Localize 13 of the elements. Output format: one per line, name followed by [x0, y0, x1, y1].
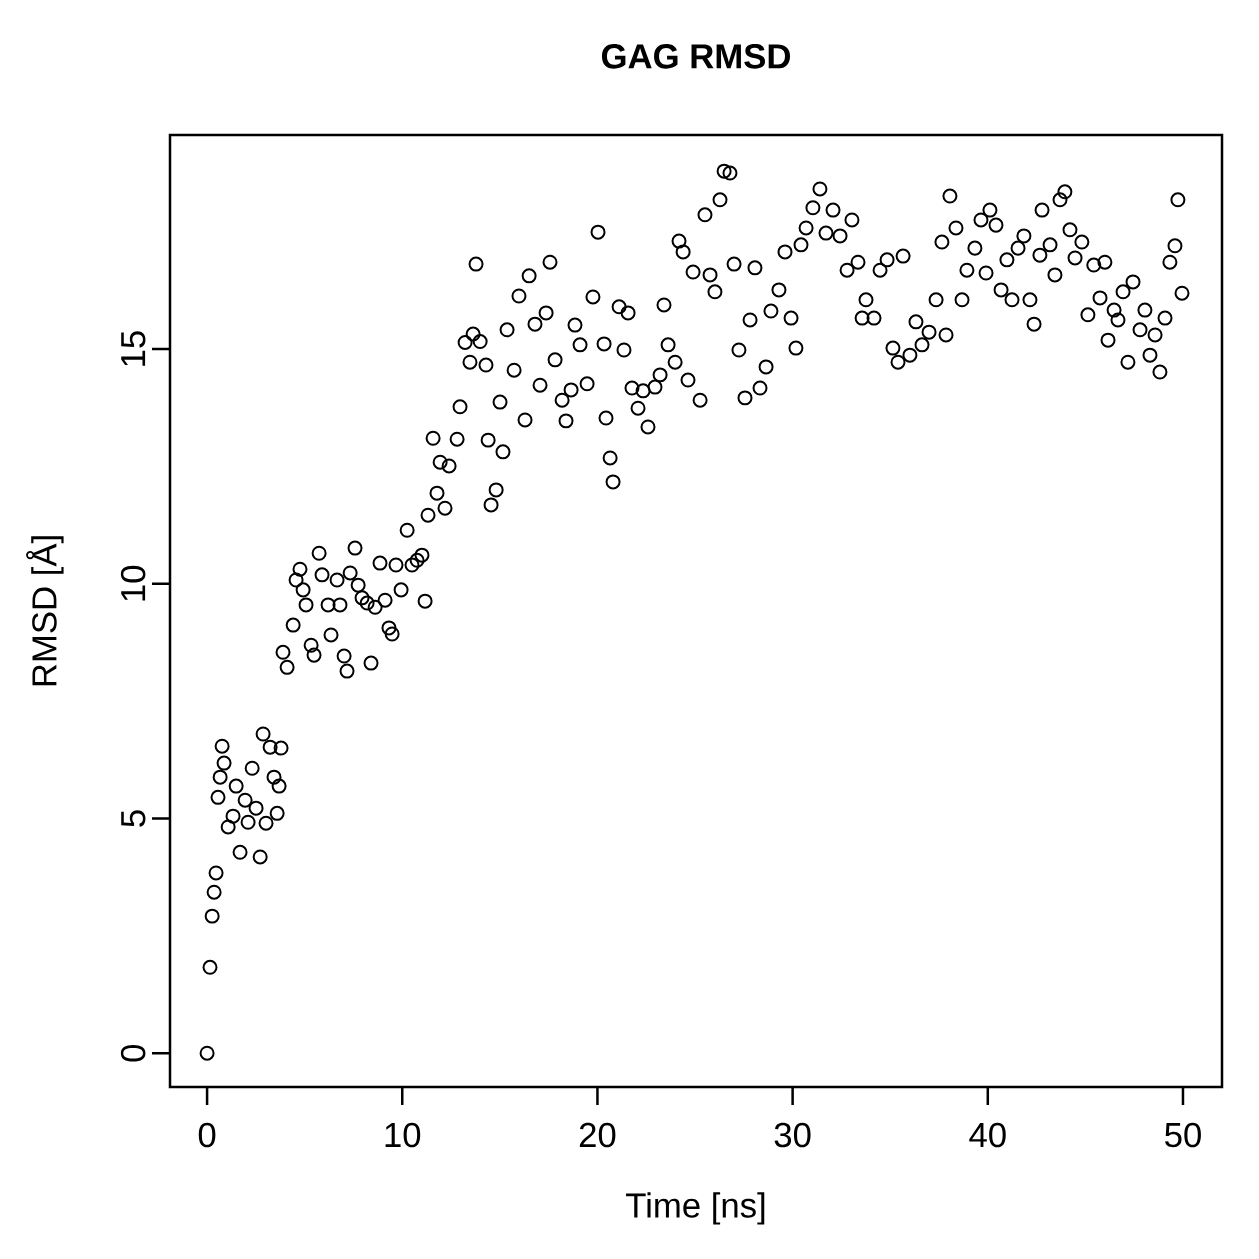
y-axis-title: RMSD [Å]	[26, 536, 64, 686]
x-axis-title: Time [ns]	[626, 1192, 765, 1225]
chart-title: GAG RMSD	[601, 44, 790, 69]
y-tick-label: 0	[120, 1044, 146, 1062]
x-tick-label: 40	[969, 1122, 1006, 1148]
x-tick-label: 0	[198, 1122, 216, 1148]
y-tick-label: 5	[121, 810, 146, 827]
y-tick-label: 15	[121, 331, 146, 366]
x-tick-label: 20	[579, 1122, 616, 1148]
y-tick-label: 10	[120, 565, 146, 601]
x-tick-label: 10	[385, 1122, 421, 1148]
x-tick-label: 30	[774, 1122, 811, 1148]
x-tick-label: 50	[1165, 1122, 1201, 1148]
